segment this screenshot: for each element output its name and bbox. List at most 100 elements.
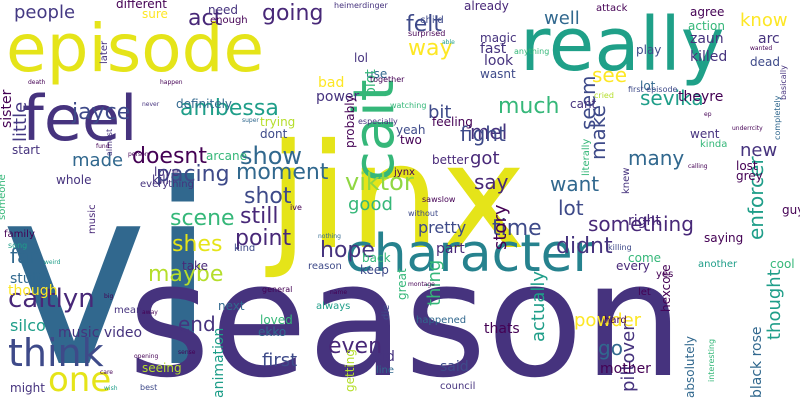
cloud-word: time [492,216,542,241]
cloud-word: enough [210,15,248,26]
cloud-word: kind [234,243,256,254]
cloud-word: ive [290,203,302,212]
cloud-word: much [498,94,560,119]
cloud-word: weird [44,259,61,266]
cloud-word: sense [178,349,196,356]
cloud-word: person [128,151,149,158]
cloud-word: theyre [678,89,724,105]
cloud-word: surprised [408,29,446,38]
cloud-word: going [262,1,324,26]
cloud-word: actually [528,270,549,342]
cloud-word: scene [170,206,235,231]
cloud-word: whole [56,173,92,187]
cloud-word: wasnt [480,67,516,81]
cloud-word: lost [736,159,758,173]
cloud-word: way [408,36,453,61]
cloud-word: seeing [142,361,182,375]
cloud-word: attack [596,3,628,14]
cloud-word: already [464,0,509,13]
cloud-word: shot [244,184,292,209]
cloud-word: happened [416,315,467,326]
cloud-word: went [690,127,720,141]
cloud-word: kinda [700,139,728,150]
cloud-word: die [381,304,392,320]
cloud-word: love [154,165,180,179]
cloud-word: reason [308,261,342,272]
cloud-word: interesting [707,338,716,382]
cloud-word: lol [354,51,369,65]
cloud-word: arc [758,31,780,47]
cloud-word: happen [160,79,183,86]
cloud-word: season [128,229,684,400]
cloud-word: ambessa [180,96,279,121]
cloud-word: sawslow [422,195,456,204]
cloud-word: always [316,301,351,312]
cloud-word: definitely [176,97,233,111]
cloud-word: loved [260,313,293,327]
cloud-word: though [8,283,58,299]
cloud-word: let [638,287,651,298]
cloud-word: doesnt [132,144,207,169]
cloud-word: watching [390,101,427,110]
cloud-word: part [436,241,465,257]
cloud-word: pretty [418,218,467,237]
cloud-word: silco [10,316,46,335]
cloud-word: kill [152,173,169,187]
cloud-word: general [262,285,293,294]
cloud-word: hard [604,315,627,326]
cloud-word: still [240,204,279,229]
cloud-word: music video [58,325,143,341]
cloud-word: different [116,0,167,11]
cloud-word: yeah [396,123,426,137]
cloud-word: jynx [394,167,415,178]
cloud-word: black rose [749,326,765,398]
cloud-word: name [330,289,348,296]
cloud-word: made [72,150,124,171]
cloud-word: guy [782,203,800,217]
cloud-word: people [14,2,76,23]
cloud-word: well [544,8,580,29]
cloud-word: right [628,213,661,229]
cloud-word: even [328,334,383,359]
cloud-word: away [142,309,158,316]
cloud-word: yes [656,269,674,280]
cloud-word: grey [736,169,763,183]
cloud-word: cool [770,257,795,271]
cloud-word: far [10,244,38,268]
cloud-word: got [470,148,500,169]
cloud-word: literally [581,138,592,176]
cloud-word: anything [514,47,550,56]
cloud-word: together [370,75,405,84]
cloud-word: fund [96,143,110,150]
cloud-word: caitlyn [8,284,95,314]
cloud-word: need [208,3,238,17]
cloud-word: really [520,2,725,88]
cloud-word: first episode [628,85,678,94]
cloud-word: end [178,312,216,336]
cloud-word: line [376,365,395,376]
cloud-word: start [12,143,40,157]
cloud-word: power [316,89,360,105]
cloud-word: know [740,10,788,31]
cloud-word: agree [690,5,725,19]
cloud-word: jinx [268,113,527,282]
cloud-word: ekko [258,325,287,339]
cloud-word: family [4,229,35,240]
cloud-word: look [484,53,514,69]
cloud-word: care [100,369,114,376]
cloud-word: everything [140,179,194,190]
cloud-word: story [490,204,511,250]
cloud-word: play [636,43,662,57]
cloud-word: fast [480,41,507,57]
cloud-word: arcane [206,149,247,163]
cloud-word: every [616,259,650,273]
cloud-word: action [688,19,725,33]
cloud-word: vi [0,131,218,400]
cloud-word: super [242,117,259,124]
cloud-word: zaun [690,31,724,47]
cloud-word: jayce [72,100,131,125]
cloud-word: many [628,146,685,170]
cloud-word: felt [406,12,443,37]
cloud-word: great [395,268,409,300]
cloud-word: mother [600,361,651,377]
